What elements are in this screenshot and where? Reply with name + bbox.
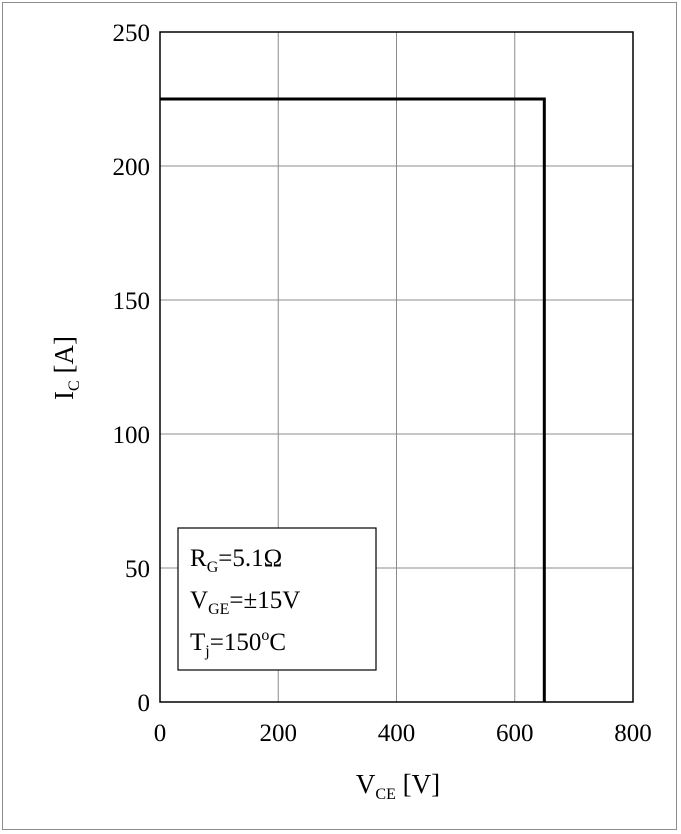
y-axis-title-sub: C — [66, 380, 83, 391]
y-axis-title-unit: [A] — [49, 336, 79, 380]
conditions-box: RG=5.1Ω VGE=±15V Tj=150oC — [177, 527, 377, 671]
y-tick-label: 0 — [138, 690, 151, 717]
rbsoa-boundary-line — [160, 97, 546, 702]
y-tick-label: 150 — [113, 288, 151, 315]
x-tick-label: 400 — [378, 720, 416, 747]
y-axis-title: IC [A] — [49, 336, 83, 400]
plot-area-border — [159, 31, 634, 703]
conditions-box-border — [177, 527, 377, 671]
series-group — [160, 97, 546, 702]
x-tick-label: 800 — [614, 720, 652, 747]
x-axis-title-unit: [V] — [396, 769, 440, 799]
x-tick-label: 0 — [154, 720, 167, 747]
tick-labels: 0 200 400 600 800 0 50 100 150 200 250 — [113, 20, 652, 747]
x-tick-label: 600 — [496, 720, 534, 747]
y-tick-label: 50 — [125, 556, 150, 583]
x-axis-title-sub: CE — [375, 786, 395, 803]
x-axis-title-main: V — [356, 769, 376, 799]
condition-vge: VGE=±15V — [190, 587, 300, 618]
condition-rg: RG=5.1Ω — [190, 545, 282, 576]
y-axis-title-main: I — [49, 391, 79, 400]
y-tick-label: 100 — [113, 422, 151, 449]
y-tick-label: 200 — [113, 154, 151, 181]
condition-tj: Tj=150oC — [190, 627, 286, 660]
y-tick-label: 250 — [113, 20, 151, 47]
x-axis-title: VCE [V] — [356, 769, 440, 803]
x-tick-label: 200 — [260, 720, 298, 747]
